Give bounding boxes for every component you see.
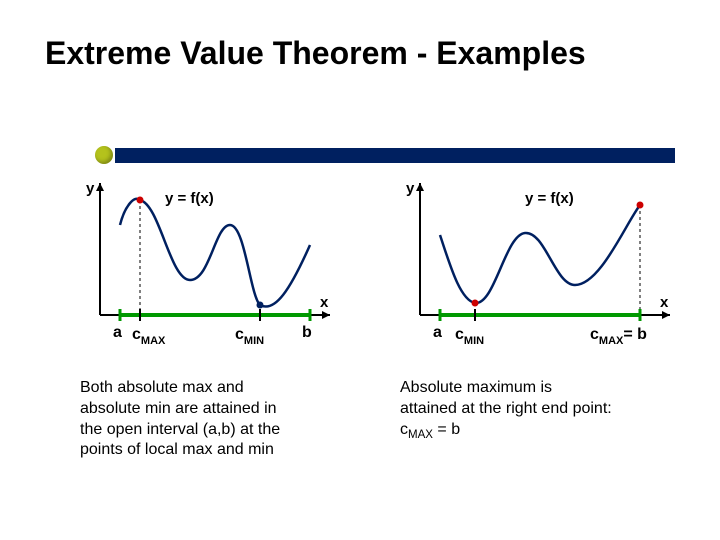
fn-label: y = f(x): [165, 190, 214, 207]
a-label: a: [113, 324, 122, 341]
cmax-label: cMAX: [132, 326, 166, 347]
b-label: b: [302, 324, 312, 341]
left-caption: Both absolute max and absolute min are a…: [80, 378, 380, 461]
cmax-label: cMAX= b: [590, 326, 647, 347]
x-label: x: [320, 294, 329, 311]
right-caption: Absolute maximum is attained at the righ…: [400, 378, 700, 443]
fn-label: y = f(x): [525, 190, 574, 207]
x-arrow-icon: [662, 311, 670, 319]
x-arrow-icon: [322, 311, 330, 319]
right-plot: y x y = f(x) a cMIN cMAX= b: [400, 175, 685, 370]
min-dot-icon: [257, 302, 264, 309]
cmin-label: cMIN: [455, 326, 484, 347]
x-label: x: [660, 294, 669, 311]
title-underline: [115, 148, 675, 163]
right-panel: y x y = f(x) a cMIN cMAX= b Absolute max…: [400, 175, 700, 443]
curve: [440, 205, 640, 303]
max-dot-icon: [637, 202, 644, 209]
y-arrow-icon: [416, 183, 424, 191]
title-bullet-icon: [95, 146, 113, 164]
left-plot: y x y = f(x) a b cMAX cMIN: [80, 175, 340, 370]
left-panel: y x y = f(x) a b cMAX cMIN Both absolute…: [80, 175, 380, 461]
y-label: y: [86, 180, 95, 197]
y-label: y: [406, 180, 415, 197]
page-title: Extreme Value Theorem - Examples: [0, 0, 720, 72]
min-dot-icon: [472, 300, 479, 307]
y-arrow-icon: [96, 183, 104, 191]
max-dot-icon: [137, 197, 144, 204]
curve: [120, 199, 310, 307]
a-label: a: [433, 324, 442, 341]
cmin-label: cMIN: [235, 326, 264, 347]
